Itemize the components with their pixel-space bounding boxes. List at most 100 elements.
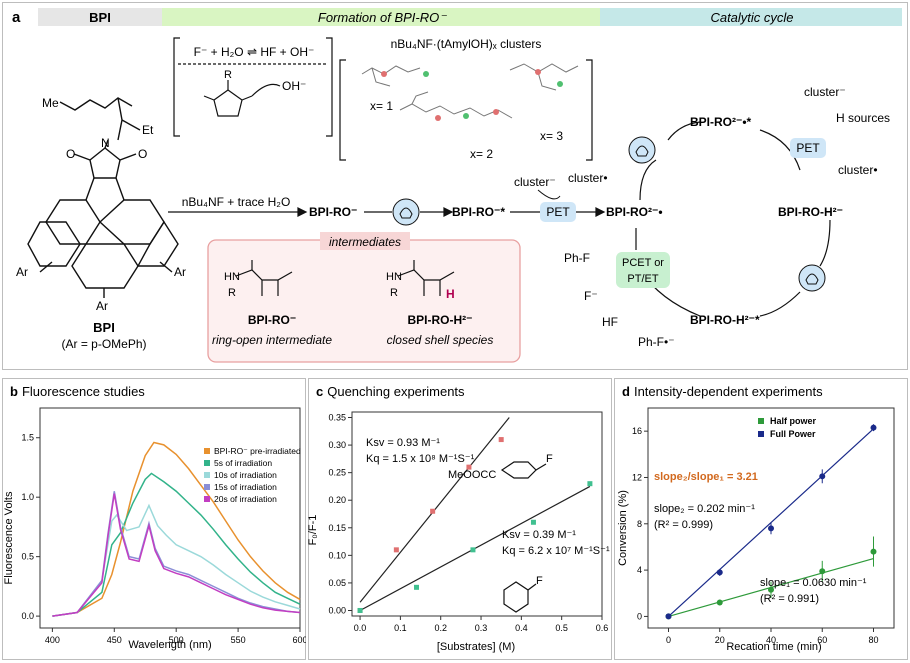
b-y-tick-label: 0.5 [21, 552, 34, 562]
intermediates-title-bg [320, 232, 410, 250]
phf-rad-label: Ph-F•⁻ [638, 335, 675, 349]
c-data-point [530, 519, 536, 525]
panel-d-chart: d Intensity-dependent experiments 0 20 40 60… [617, 384, 895, 653]
cluster-structures [361, 63, 579, 119]
b-legend-swatch [204, 472, 210, 478]
c-data-point [587, 481, 593, 487]
panel-b-frame [2, 378, 306, 660]
d-r2-1: (R² = 0.991) [760, 593, 819, 605]
d-data-point [819, 568, 826, 575]
bpi-ar-right: Ar [174, 265, 186, 279]
cluster-dot-2: cluster• [838, 163, 878, 177]
lightbulb-icon-3 [798, 264, 826, 292]
cluster-x3: x= 3 [540, 129, 563, 143]
panel-d-ylabel: Conversion (%) [617, 490, 629, 566]
d-y-tick-label: 8 [637, 519, 642, 529]
c-x-tick-label: 0.2 [434, 623, 447, 633]
c-y-tick-label: 0.25 [328, 468, 346, 478]
d-y-tick-label: 12 [632, 472, 642, 482]
d-r2-2: (R² = 0.999) [654, 519, 713, 531]
species-ro: BPI-RO⁻ [309, 205, 357, 219]
int2-h: H [446, 287, 455, 301]
int1-hn: HN [224, 271, 240, 283]
d-ratio: slope₂/slope₁ = 3.21 [654, 471, 758, 483]
main-arrow [168, 207, 308, 217]
d-x-tick-label: 60 [817, 635, 827, 645]
c-y-tick-label: 0.10 [328, 550, 346, 560]
b-legend-label: 5s of irradiation [214, 458, 272, 468]
bpi-sub: (Ar = p-OMePh) [61, 337, 146, 351]
c-x-tick-label: 0.5 [555, 623, 568, 633]
intermediate-2-structure [397, 260, 455, 296]
fminus-label: F⁻ [584, 289, 598, 303]
bpi-label: BPI [93, 320, 115, 335]
b-legend-swatch [204, 460, 210, 466]
d-x-tick-label: 20 [715, 635, 725, 645]
phf-label: Ph-F [564, 251, 590, 265]
c-y-tick-label: 0.05 [328, 578, 346, 588]
c-f1: F [546, 453, 553, 465]
ptet-label: PT/ET [627, 273, 658, 285]
b-series-line [52, 472, 301, 617]
panel-d-frame [614, 378, 908, 660]
panel-c-xlabel: [Substrates] (M) [437, 641, 515, 653]
species-ro2-star: BPI-RO²⁻•* [690, 115, 752, 129]
c-benzoate-ring [500, 461, 547, 479]
panel-d-title: d Intensity-dependent experiments [622, 384, 823, 399]
intermediate-1-structure [235, 260, 293, 296]
bpi-molecule [27, 97, 179, 298]
c-data-point [470, 547, 476, 553]
hydroxide-label: OH⁻ [282, 79, 306, 93]
pet-box-2 [790, 138, 826, 158]
c-plot-frame [351, 411, 603, 617]
clusters-bracket [339, 59, 593, 161]
d-y-tick-label: 4 [637, 565, 642, 575]
d-legend-label: Full Power [770, 429, 816, 439]
d-data-point [819, 473, 826, 480]
cycle-arrows [635, 121, 831, 317]
b-legend-swatch [204, 496, 210, 502]
d-x-tick-label: 80 [868, 635, 878, 645]
bpi-ar-bottom: Ar [96, 299, 108, 313]
bpi-me: Me [42, 96, 59, 110]
d-y-tick-label: 0 [637, 611, 642, 621]
c-y-tick-label: 0.20 [328, 495, 346, 505]
panel-c-ylabel: F₀/F-1 [307, 515, 319, 546]
c-data-point [498, 437, 504, 443]
bpi-ar-left: Ar [16, 265, 28, 279]
c-fluorobenzene-ring [503, 581, 537, 613]
c-ann1-ksv: Ksv = 0.93 M⁻¹ [366, 437, 440, 449]
b-legend-label: BPI-RO⁻ pre-irradiated [214, 446, 301, 456]
d-legend-label: Half power [770, 416, 817, 426]
panel-a-frame [2, 2, 908, 370]
cluster-minus-1: cluster⁻ [514, 175, 556, 189]
d-data-point [716, 569, 723, 576]
clusters-title: nBu₄NF·(tAmylOH)ₓ clusters [391, 37, 542, 51]
c-x-tick-label: 0.4 [515, 623, 528, 633]
b-series-line [52, 503, 301, 617]
cluster-dot-1: cluster• [568, 171, 608, 185]
int2-label: BPI-RO-H²⁻ [408, 313, 473, 327]
header-bpi: BPI [89, 10, 111, 25]
c-y-tick-label: 0.35 [328, 413, 346, 423]
b-legend-swatch [204, 448, 210, 454]
d-data-point [716, 599, 723, 606]
lightbulb-icon-2 [628, 136, 656, 164]
int1-label: BPI-RO⁻ [248, 313, 296, 327]
b-legend-label: 10s of irradiation [214, 470, 277, 480]
b-series-line [52, 441, 301, 617]
bpi-n: N [101, 136, 110, 150]
b-y-tick-label: 1.5 [21, 433, 34, 443]
panel-b-title: b Fluorescence studies [10, 384, 145, 399]
d-data-point [768, 586, 774, 593]
bpi-o-left: O [66, 147, 75, 161]
c-ann2-kq: Kq = 6.2 x 10⁷ M⁻¹S⁻¹ [502, 545, 610, 557]
intermediates-title: intermediates [329, 235, 401, 249]
pet-label-1: PET [546, 205, 570, 219]
int2-r: R [390, 287, 398, 299]
cluster-minus-2: cluster⁻ [804, 85, 846, 99]
panel-b-ylabel: Fluorescence Volts [3, 491, 15, 584]
d-x-tick-label: 40 [766, 635, 776, 645]
c-x-tick-label: 0.3 [475, 623, 488, 633]
